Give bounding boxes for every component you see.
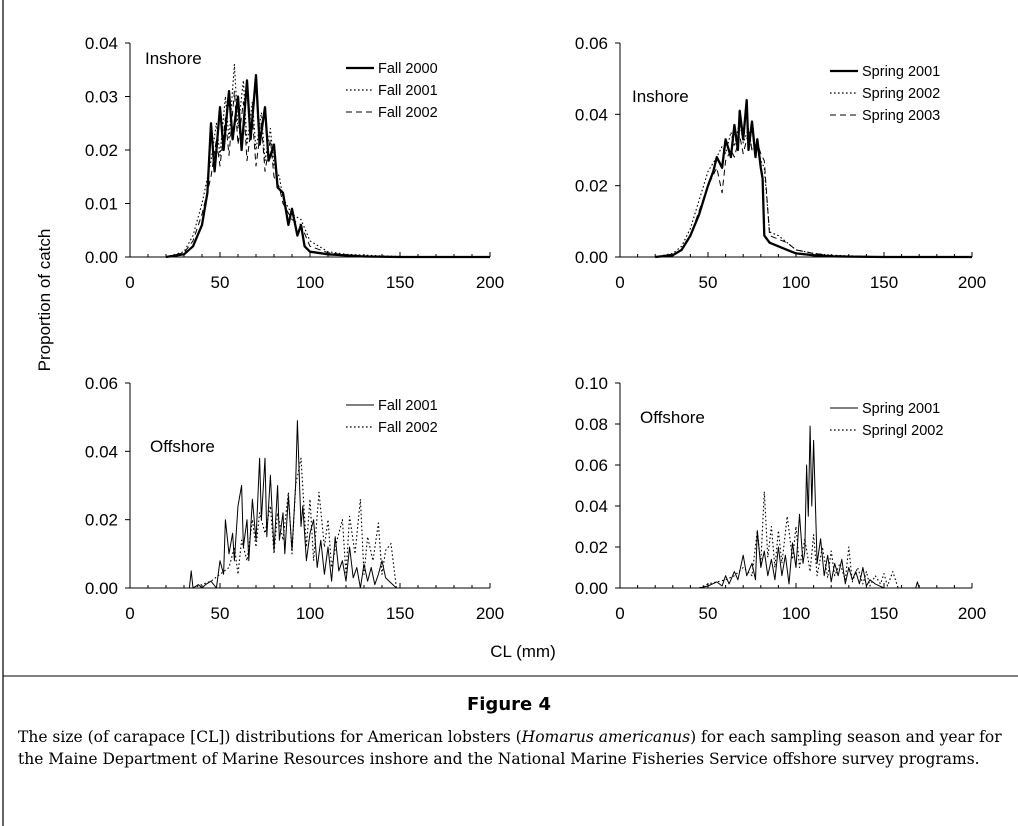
panel-label: Inshore: [145, 49, 202, 68]
y-tick-label: 0.06: [85, 374, 118, 393]
caption-text-end: ) for each sampling season and year for …: [18, 728, 1002, 768]
x-tick-label: 150: [386, 604, 414, 623]
legend-entry-2: Fall 2002: [378, 420, 438, 436]
x-tick-label: 50: [699, 273, 718, 292]
series-line-1: [655, 98, 972, 259]
y-tick-label: 0.01: [85, 195, 118, 214]
y-tick-label: 0.02: [575, 538, 608, 557]
panel-label: Offshore: [150, 437, 215, 456]
x-tick-label: 100: [296, 273, 324, 292]
y-tick-label: 0.03: [85, 88, 118, 107]
x-tick-label: 50: [699, 604, 718, 623]
legend-entry-2: Fall 2001: [378, 83, 438, 99]
x-tick-label: 200: [958, 604, 986, 623]
x-tick-label: 50: [211, 604, 230, 623]
chart-panel-1: 0 50 100 150 200 0.00 0.01 0.02 0.03 0.04 Fall 200…: [85, 34, 504, 292]
y-tick-label: 0.06: [575, 34, 608, 53]
x-tick-label: 150: [870, 273, 898, 292]
x-tick-label: 150: [386, 273, 414, 292]
y-tick-label: 0.10: [575, 374, 608, 393]
caption-species-name: Homarus americanus: [521, 728, 691, 746]
x-tick-label: 150: [870, 604, 898, 623]
series-line-1: [699, 425, 920, 589]
caption-text-start: The size (of carapace [CL]) distribution…: [18, 728, 522, 746]
legend-entry-1: Fall 2000: [378, 61, 438, 77]
series-line-2: [698, 491, 899, 589]
figure-title: Figure 4: [466, 694, 552, 715]
x-tick-label: 200: [476, 604, 504, 623]
chart-panel-2: 0 50 100 150 200 0.00 0.02 0.04 0.06 Spring 2001 S…: [575, 34, 986, 292]
chart-panel-4: 0 50 100 150 200 0.00 0.02 0.04 0.06 0.08 0.10 Spri…: [575, 374, 986, 623]
x-tick-label: 50: [211, 273, 230, 292]
y-tick-label: 0.04: [85, 442, 118, 461]
x-tick-label: 100: [782, 273, 810, 292]
y-tick-label: 0.04: [85, 34, 118, 53]
series-line-1: [165, 73, 490, 259]
series-line-3: [655, 131, 972, 258]
x-tick-label: 0: [615, 604, 624, 623]
panel-label: Inshore: [632, 87, 689, 106]
x-tick-label: 0: [125, 604, 134, 623]
x-tick-label: 200: [476, 273, 504, 292]
legend-entry-2: Spring 2002: [862, 86, 940, 102]
x-tick-label: 200: [958, 273, 986, 292]
y-tick-label: 0.00: [575, 248, 608, 267]
y-tick-label: 0.04: [575, 497, 608, 516]
shared-x-axis-label: CL (mm): [490, 642, 555, 661]
x-tick-label: 100: [296, 604, 324, 623]
y-tick-label: 0.02: [85, 141, 118, 160]
x-tick-label: 100: [782, 604, 810, 623]
legend-entry-1: Spring 2001: [862, 64, 940, 80]
y-tick-label: 0.02: [85, 511, 118, 530]
figure-caption: The size (of carapace [CL]) distribution…: [18, 726, 1003, 770]
panels-group: 0 50 100 150 200 0.00 0.01 0.02 0.03 0.04 Fall 200…: [85, 34, 986, 623]
series-line-2: [655, 120, 972, 258]
legend-entry-3: Fall 2002: [378, 105, 438, 121]
shared-y-axis-label: Proportion of catch: [35, 229, 54, 372]
legend-entry-1: Spring 2001: [862, 401, 940, 417]
series-line-3: [165, 90, 490, 258]
chart-panel-3: 0 50 100 150 200 0.00 0.02 0.04 0.06 Fall 2001 Fal…: [85, 374, 504, 623]
legend-entry-1: Fall 2001: [378, 398, 438, 414]
y-tick-label: 0.08: [575, 415, 608, 434]
y-tick-label: 0.00: [575, 579, 608, 598]
x-tick-label: 0: [615, 273, 624, 292]
x-tick-label: 0: [125, 273, 134, 292]
y-tick-label: 0.00: [85, 248, 118, 267]
legend-entry-3: Spring 2003: [862, 108, 940, 124]
y-tick-label: 0.02: [575, 177, 608, 196]
panel-label: Offshore: [640, 408, 705, 427]
y-tick-label: 0.00: [85, 579, 118, 598]
y-tick-label: 0.06: [575, 456, 608, 475]
legend-entry-2: Springl 2002: [862, 423, 943, 439]
y-tick-label: 0.04: [575, 105, 608, 124]
